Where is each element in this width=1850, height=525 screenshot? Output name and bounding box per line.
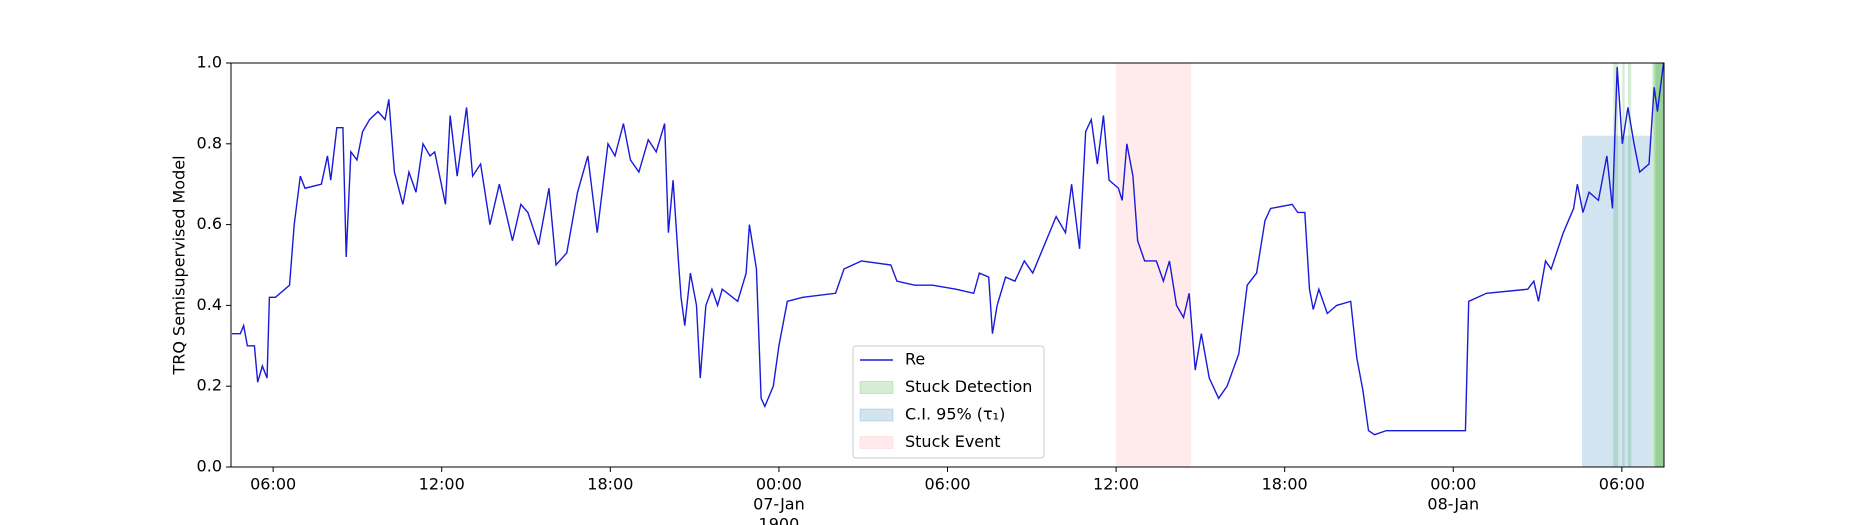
legend-label: Stuck Event [905, 432, 1001, 451]
y-axis-label: TRQ Semisupervised Model [170, 155, 189, 375]
legend-box [852, 345, 1045, 459]
span [1613, 63, 1619, 467]
span [1655, 63, 1664, 467]
legend-patch [859, 436, 894, 449]
x-tick-label: 07-Jan [753, 495, 805, 514]
legend-label: C.I. 95% (τ₁) [905, 405, 1005, 424]
y-tick-label: 0.2 [197, 376, 222, 395]
span [1116, 63, 1192, 467]
y-tick-label: 0.6 [197, 214, 222, 233]
legend: Re Stuck Detection C.I. 95% (τ₁) Stuck Even… [852, 345, 1045, 459]
span [1652, 63, 1664, 467]
y-tick-label: 0.0 [197, 457, 222, 476]
legend-patch [859, 381, 894, 394]
x-tick-label: 06:00 [924, 475, 970, 494]
span [1622, 63, 1625, 467]
x-tick-label: 08-Jan [1427, 495, 1479, 514]
x-tick-label: 12:00 [419, 475, 465, 494]
y-tick-label: 0.4 [197, 295, 222, 314]
legend-label: Re [905, 350, 925, 369]
span [1653, 63, 1664, 467]
legend-patch [859, 408, 894, 422]
legend-label: Stuck Detection [905, 377, 1032, 396]
span [1582, 135, 1653, 467]
x-tick-label: 18:00 [1262, 475, 1308, 494]
y-tick-label: 1.0 [197, 53, 222, 72]
x-tick-label: 06:00 [1599, 475, 1645, 494]
x-tick-label: 00:00 [756, 475, 802, 494]
x-tick-label: 12:00 [1093, 475, 1139, 494]
span [1627, 63, 1632, 467]
y-tick-label: 0.8 [197, 133, 222, 152]
x-tick-label: 06:00 [250, 475, 296, 494]
x-tick-label: 00:00 [1430, 475, 1476, 494]
line [231, 62, 1665, 436]
x-tick-label: 18:00 [587, 475, 633, 494]
x-tick-label: 1900 [759, 515, 800, 525]
